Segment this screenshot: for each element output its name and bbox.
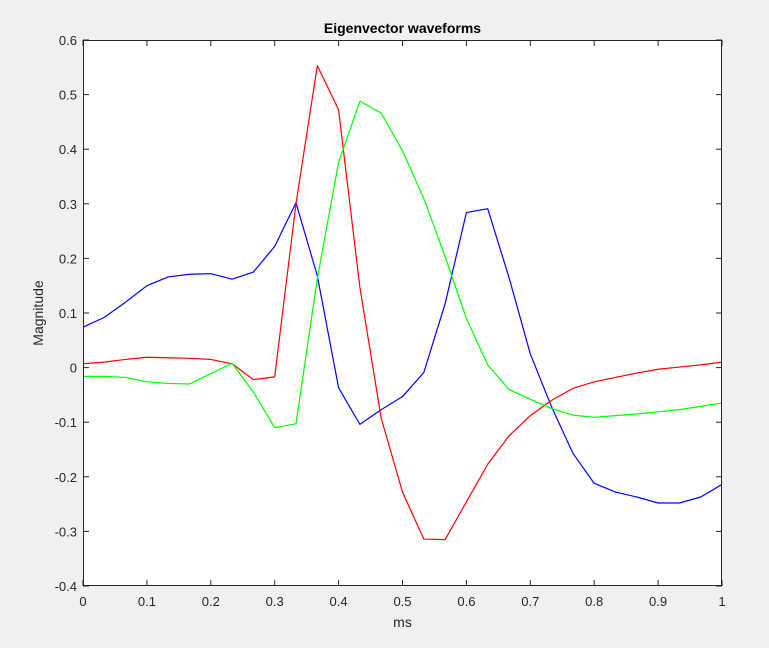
y-tick-label: 0.3: [59, 197, 77, 212]
x-tick-label: 0.9: [649, 594, 667, 609]
x-tick-label: 0.8: [585, 594, 603, 609]
y-tick-label: 0.4: [59, 142, 77, 157]
x-tick-label: 0.6: [457, 594, 475, 609]
x-tick-label: 0.4: [330, 594, 348, 609]
y-tick-label: 0.2: [59, 251, 77, 266]
y-tick-label: -0.4: [55, 579, 77, 594]
y-tick-label: 0.5: [59, 88, 77, 103]
y-axis-label: Magnitude: [30, 280, 46, 346]
x-tick-label: 0.5: [393, 594, 411, 609]
y-tick-label: 0.1: [59, 306, 77, 321]
y-tick-label: -0.2: [55, 470, 77, 485]
x-tick-label: 0.7: [521, 594, 539, 609]
chart-title: Eigenvector waveforms: [324, 20, 481, 36]
y-tick-label: -0.1: [55, 415, 77, 430]
y-tick-label: 0.6: [59, 33, 77, 48]
y-tick-label: 0: [70, 361, 77, 376]
x-tick-label: 1: [718, 594, 725, 609]
x-tick-label: 0.2: [202, 594, 220, 609]
x-tick-label: 0.1: [138, 594, 156, 609]
x-tick-label: 0: [79, 594, 86, 609]
x-axis-label: ms: [393, 614, 412, 630]
x-tick-label: 0.3: [266, 594, 284, 609]
plot-area: [83, 40, 722, 586]
y-tick-label: -0.3: [55, 524, 77, 539]
